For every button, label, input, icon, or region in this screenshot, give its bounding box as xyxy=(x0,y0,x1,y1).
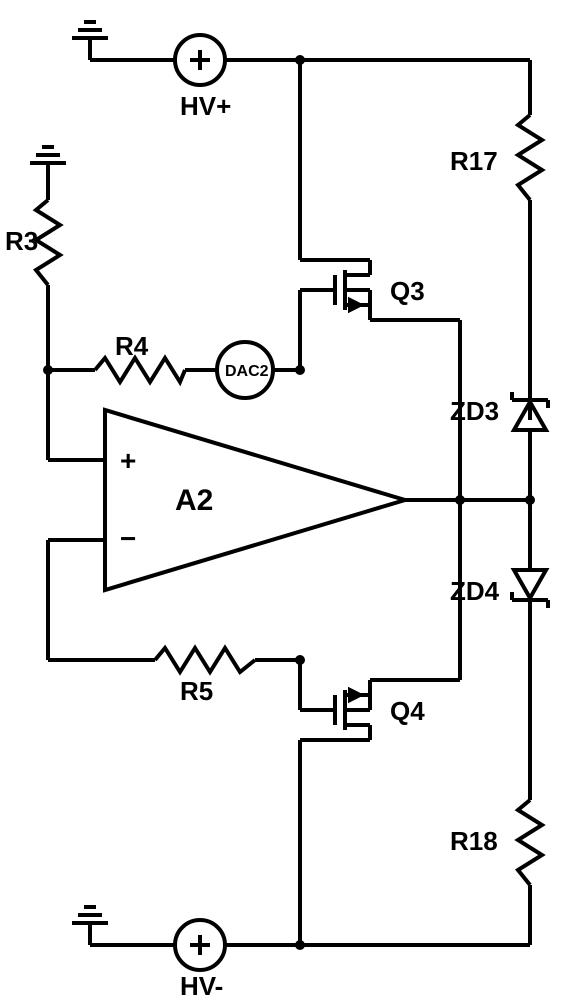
hv-minus-label: HV- xyxy=(180,971,223,1000)
q3-mosfet xyxy=(310,260,370,320)
q3-label: Q3 xyxy=(390,276,425,306)
r18-resistor xyxy=(518,800,542,885)
hv-plus-label: HV+ xyxy=(180,91,231,121)
q4-label: Q4 xyxy=(390,696,425,726)
r18-label: R18 xyxy=(450,826,498,856)
plus-label: + xyxy=(120,445,136,476)
r3-resistor xyxy=(36,200,60,285)
ground-bottom-icon xyxy=(72,907,108,945)
q4-mosfet xyxy=(310,680,370,740)
r4-label: R4 xyxy=(115,331,149,361)
circuit-diagram: HV+ R17 ZD3 ZD4 R18 HV- xyxy=(0,0,577,1000)
r4-resistor xyxy=(95,358,185,382)
a2-label: A2 xyxy=(175,484,213,517)
a2-opamp xyxy=(105,410,405,590)
r5-label: R5 xyxy=(180,676,213,706)
dac2-label: DAC2 xyxy=(225,363,269,380)
r17-label: R17 xyxy=(450,146,498,176)
zd4-label: ZD4 xyxy=(450,576,500,606)
r3-label: R3 xyxy=(5,226,38,256)
r5-resistor xyxy=(155,648,255,672)
ground-top-icon xyxy=(72,22,108,60)
zd3-label: ZD3 xyxy=(450,396,499,426)
minus-label: − xyxy=(120,523,136,554)
r17-resistor xyxy=(518,115,542,200)
ground-r3-icon xyxy=(30,147,66,185)
